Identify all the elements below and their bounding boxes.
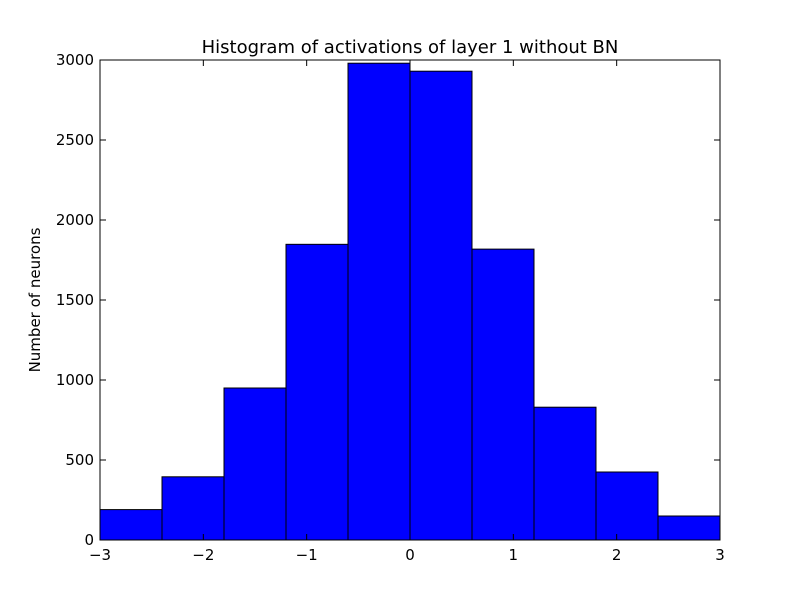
histogram-bar (657, 515, 721, 541)
histogram-bar (223, 387, 287, 541)
histogram-bar (347, 62, 411, 541)
x-tick-label: 0 (405, 546, 415, 564)
x-tick-label: −1 (296, 546, 318, 564)
x-tick-label: 3 (715, 546, 725, 564)
chart-title: Histogram of activations of layer 1 with… (202, 37, 619, 58)
y-tick-label: 1000 (56, 371, 94, 389)
y-tick-label: 2500 (56, 131, 94, 149)
y-tick-label: 0 (84, 531, 94, 549)
x-tick-label: −2 (192, 546, 214, 564)
plot-frame (99, 59, 721, 541)
bars-group (99, 62, 721, 541)
y-tick-label: 1500 (56, 291, 94, 309)
y-tick-label: 500 (65, 451, 94, 469)
x-tick-label: −3 (89, 546, 111, 564)
histogram-bar (161, 476, 225, 541)
x-tick-label: 1 (509, 546, 519, 564)
y-axis-label: Number of neurons (26, 227, 44, 372)
histogram-bar (285, 243, 349, 541)
x-tick-label: 2 (612, 546, 622, 564)
histogram-bar (409, 70, 473, 541)
histogram-bar (595, 471, 659, 541)
histogram-bar (99, 509, 163, 541)
ticks-group: −3 −2 −1 0 1 2 3 0 500 1000 1500 2000 2500 3000 (56, 51, 725, 564)
y-tick-label: 3000 (56, 51, 94, 69)
histogram-bar (471, 248, 535, 541)
histogram-bar (533, 406, 597, 541)
y-tick-label: 2000 (56, 211, 94, 229)
